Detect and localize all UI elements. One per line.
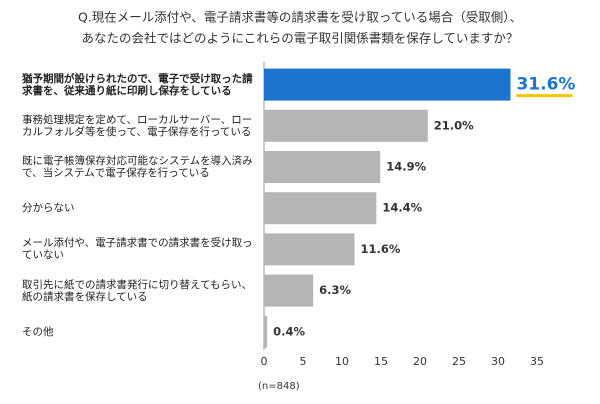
chart-title: Q.現在メール添付や、電子請求書等の請求書を受け取っている場合（受取側）、 (78, 10, 522, 25)
value-label: 31.6% (516, 75, 575, 95)
category-label: メール添付や、電子請求書での請求書を受け取っていない (22, 237, 253, 262)
bar (264, 68, 511, 101)
x-tick-label: 5 (300, 355, 307, 368)
note: (n=848) (258, 381, 300, 392)
category-label: 取引先に紙での請求書発行に切り替えてもらい、紙の請求書を保存している (22, 278, 252, 303)
value-label: 11.6% (360, 242, 400, 256)
category-label: 既に電子帳簿保存対応可能なシステムを導入済みで、当システムで電子保存を行っている (22, 155, 253, 179)
x-tick-label: 0 (261, 355, 268, 368)
value-label: 21.0% (434, 118, 474, 132)
bar (264, 233, 355, 266)
bar (264, 274, 314, 307)
x-tick-label: 20 (413, 355, 427, 368)
x-tick-label: 30 (491, 355, 505, 368)
bar (264, 151, 381, 183)
value-label: 14.4% (382, 201, 422, 215)
bar (264, 315, 268, 348)
value-label: 6.3% (319, 283, 351, 297)
x-tick-label: 15 (374, 355, 388, 368)
category-label: 分からない (22, 202, 75, 215)
x-tick-label: 35 (530, 355, 544, 368)
bar (264, 109, 428, 142)
x-tick-label: 10 (335, 355, 349, 368)
category-label: 事務処理規定を定めて、ローカルサーバー、ローカルフォルダ等を使って、電子保存を行… (22, 113, 253, 138)
bar (264, 192, 377, 225)
value-label: 0.4% (273, 324, 305, 338)
category-label: その他 (22, 325, 54, 338)
chart-title: あなたの会社ではどのようにこれらの電子取引関係書類を保存していますか？ (82, 31, 519, 46)
category-label: 猶予期間が設けられたので、電子で受け取った請求書を、従来通り紙に印刷し保存をして… (22, 72, 253, 97)
x-tick-label: 25 (452, 355, 466, 368)
value-label: 14.9% (386, 160, 426, 174)
